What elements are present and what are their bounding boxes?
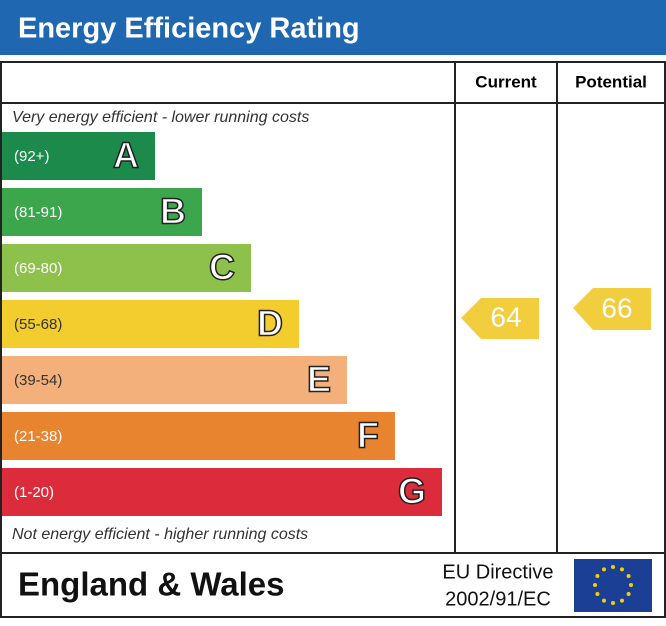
star (595, 574, 600, 578)
directive: EU Directive (442, 561, 553, 583)
star (611, 601, 615, 605)
star (620, 598, 624, 603)
eu-stars (593, 565, 633, 605)
star (620, 567, 624, 572)
band-bar (2, 132, 155, 180)
column-header: Potential (575, 72, 647, 91)
band-range: (21-38) (14, 428, 62, 445)
potential-rating: 66 (601, 292, 632, 323)
title: Energy Efficiency Rating (18, 13, 360, 45)
current-rating: 64 (490, 301, 521, 332)
band-bar (2, 188, 202, 236)
column-header: Current (475, 72, 537, 91)
band-range: (81-91) (14, 204, 62, 221)
band-range: (69-80) (14, 260, 62, 277)
band-bar (2, 468, 442, 516)
region: England & Wales (18, 566, 284, 603)
bottom-note: Not energy efficient - higher running co… (12, 526, 308, 543)
frame (0, 61, 666, 618)
band-letter: E (307, 359, 331, 400)
band-letter: F (357, 415, 379, 456)
current-arrow (461, 298, 539, 339)
star (611, 565, 615, 569)
title-bar (0, 0, 666, 55)
band-letter: D (257, 303, 283, 344)
band-letter: G (398, 471, 426, 512)
star (626, 574, 631, 578)
directive: 2002/91/EC (445, 588, 551, 610)
band-letter: B (160, 191, 186, 232)
band-bar (2, 244, 251, 292)
star (626, 592, 631, 596)
star (593, 583, 597, 587)
band-range: (55-68) (14, 316, 62, 333)
band-bar (2, 412, 395, 460)
top-note: Very energy efficient - lower running co… (12, 109, 309, 126)
star (602, 598, 606, 603)
potential-arrow (573, 288, 651, 330)
star (602, 567, 606, 572)
star (629, 583, 633, 587)
bands: (92+) A (81-91) B (69-80) C (55-68) D (39-54) E (2… (2, 132, 442, 516)
star (595, 592, 600, 596)
band-range: (39-54) (14, 372, 62, 389)
band-range: (1-20) (14, 484, 54, 501)
band-letter: A (113, 135, 139, 176)
band-bar (2, 300, 299, 348)
band-letter: C (209, 247, 235, 288)
band-range: (92+) (14, 148, 49, 165)
band-bar (2, 356, 347, 404)
